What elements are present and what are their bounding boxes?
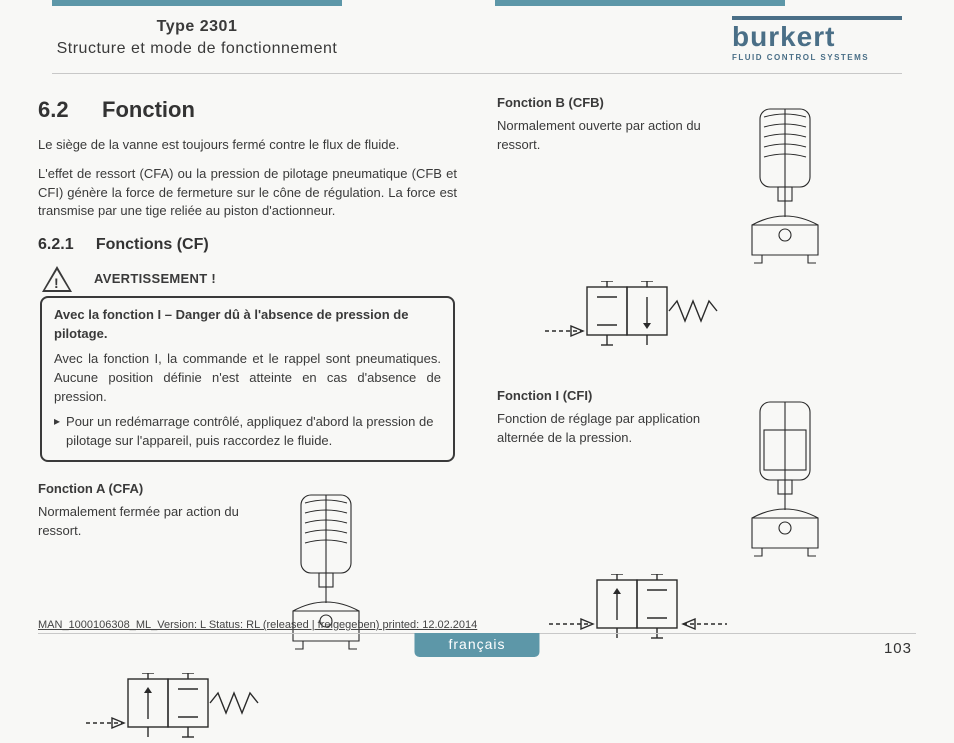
func-a-desc: Normalement fermée par action du ressort… (38, 503, 273, 541)
func-i-title: Fonction I (CFI) (497, 387, 916, 406)
page-number: 103 (884, 640, 912, 657)
intro-paragraph-1: Le siège de la vanne est toujours fermé … (38, 136, 457, 155)
subsection-title: Fonctions (CF) (96, 236, 209, 253)
warning-bullet-text: Pour un redémarrage contrôlé, appliquez … (66, 413, 441, 451)
doc-type-title: Type 2301 (52, 18, 342, 36)
valve-diagram-i (742, 400, 828, 560)
warning-bold-line: Avec la fonction I – Danger dû à l'absen… (54, 306, 441, 344)
right-column: Fonction B (CFB) Normalement ouverte par… (497, 94, 916, 621)
subsection-number: 6.2.1 (38, 236, 74, 253)
brand-tagline: FLUID CONTROL SYSTEMS (732, 53, 902, 62)
func-b-title: Fonction B (CFB) (497, 94, 916, 113)
warning-line: Avec la fonction I, la commande et le ra… (54, 350, 441, 407)
func-a-title: Fonction A (CFA) (38, 480, 457, 499)
func-b-desc: Normalement ouverte par action du ressor… (497, 117, 732, 155)
valve-diagram-b (742, 107, 828, 267)
func-b-row: Normalement ouverte par action du ressor… (497, 117, 916, 267)
content-columns: 6.2 Fonction Le siège de la vanne est to… (38, 94, 916, 621)
tab-accent-right (495, 0, 785, 6)
left-column: 6.2 Fonction Le siège de la vanne est to… (38, 94, 457, 621)
footer-rule: français 103 (38, 633, 916, 661)
warning-body: Avec la fonction I – Danger dû à l'absen… (40, 296, 455, 462)
page-header: Type 2301 Structure et mode de fonctionn… (52, 18, 902, 74)
warning-label: AVERTISSEMENT ! (94, 270, 216, 289)
tab-accent-left (52, 0, 342, 6)
top-tab-strip (0, 0, 954, 6)
schematic-b (537, 281, 916, 351)
section-title: Fonction (102, 97, 195, 122)
bullet-arrow-icon: ▸ (54, 413, 60, 451)
language-pill: français (414, 633, 539, 657)
section-number: 6.2 (38, 97, 69, 122)
func-i-row: Fonction de réglage par application alte… (497, 410, 916, 560)
page-footer: MAN_1000106308_ML_Version: L Status: RL … (38, 619, 916, 663)
logo-bar-icon (732, 16, 902, 20)
doc-meta-line: MAN_1000106308_ML_Version: L Status: RL … (38, 619, 916, 631)
brand-logo: burkert FLUID CONTROL SYSTEMS (732, 16, 902, 62)
subsection-heading: 6.2.1 Fonctions (CF) (38, 233, 457, 256)
brand-name: burkert (732, 23, 902, 51)
warning-bullet: ▸ Pour un redémarrage contrôlé, applique… (54, 413, 441, 451)
warning-header: ! AVERTISSEMENT ! (38, 266, 457, 292)
warning-triangle-icon: ! (42, 266, 72, 292)
func-i-desc: Fonction de réglage par application alte… (497, 410, 732, 448)
section-heading: 6.2 Fonction (38, 94, 457, 126)
intro-paragraph-2: L'effet de ressort (CFA) ou la pression … (38, 165, 457, 222)
doc-section-subtitle: Structure et mode de fonctionnement (52, 40, 342, 58)
schematic-a (78, 673, 457, 743)
